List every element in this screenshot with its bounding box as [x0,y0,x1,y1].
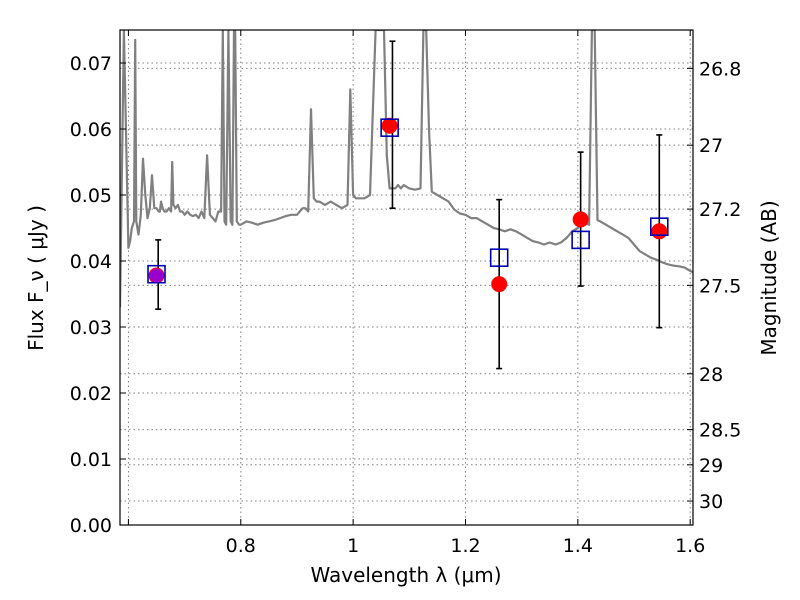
observed-point [381,117,398,134]
overlap-point [149,268,164,283]
x-axis-title: Wavelength λ (μm) [310,563,501,587]
right-tick-label: 26.8 [699,58,741,80]
right-tick-label: 27.2 [699,199,741,221]
right-tick-label: 28.5 [699,420,741,442]
y-tick-label: 0.02 [70,383,112,405]
y-tick-label: 0.05 [70,185,112,207]
x-tick-label: 1.2 [450,535,480,557]
y-tick-label: 0.04 [70,251,112,273]
x-tick-label: 0.8 [226,535,256,557]
model-square-point [380,118,399,137]
grid-lines [120,30,693,526]
data-markers [147,117,669,293]
plot-area [120,30,693,370]
model-square-point [147,264,166,284]
right-tick-label: 27 [699,135,723,157]
y-tick-label: 0.01 [70,449,112,471]
model-square-point [571,230,590,250]
right-tick-label: 27.5 [699,275,741,297]
model-square-point [649,217,669,236]
model-square-point [489,248,509,267]
observed-point [491,276,508,293]
x-tick-label: 1.4 [563,535,593,557]
right-tick-label: 29 [699,455,723,477]
x-tick-label: 1 [347,535,359,557]
y-axis-right-title: Magnitude (AB) [757,200,781,355]
y-tick-label: 0.07 [70,53,112,75]
y-tick-label: 0.00 [70,515,112,537]
y-tick-label: 0.03 [70,317,112,339]
plot-frame [119,29,694,526]
observed-point [572,211,589,228]
y-tick-label: 0.06 [70,119,112,141]
right-tick-label: 30 [699,491,723,513]
x-tick-label: 1.6 [675,535,705,557]
axis-ticks: 0.8 1 1.2 1.4 1.6 0.00 0.01 0.02 0.03 0.04 0.05 0.0… [70,30,741,557]
right-tick-label: 28 [699,364,723,386]
observed-point [651,223,668,240]
y-axis-title: Flux F_ν ( μJy ) [24,205,48,351]
